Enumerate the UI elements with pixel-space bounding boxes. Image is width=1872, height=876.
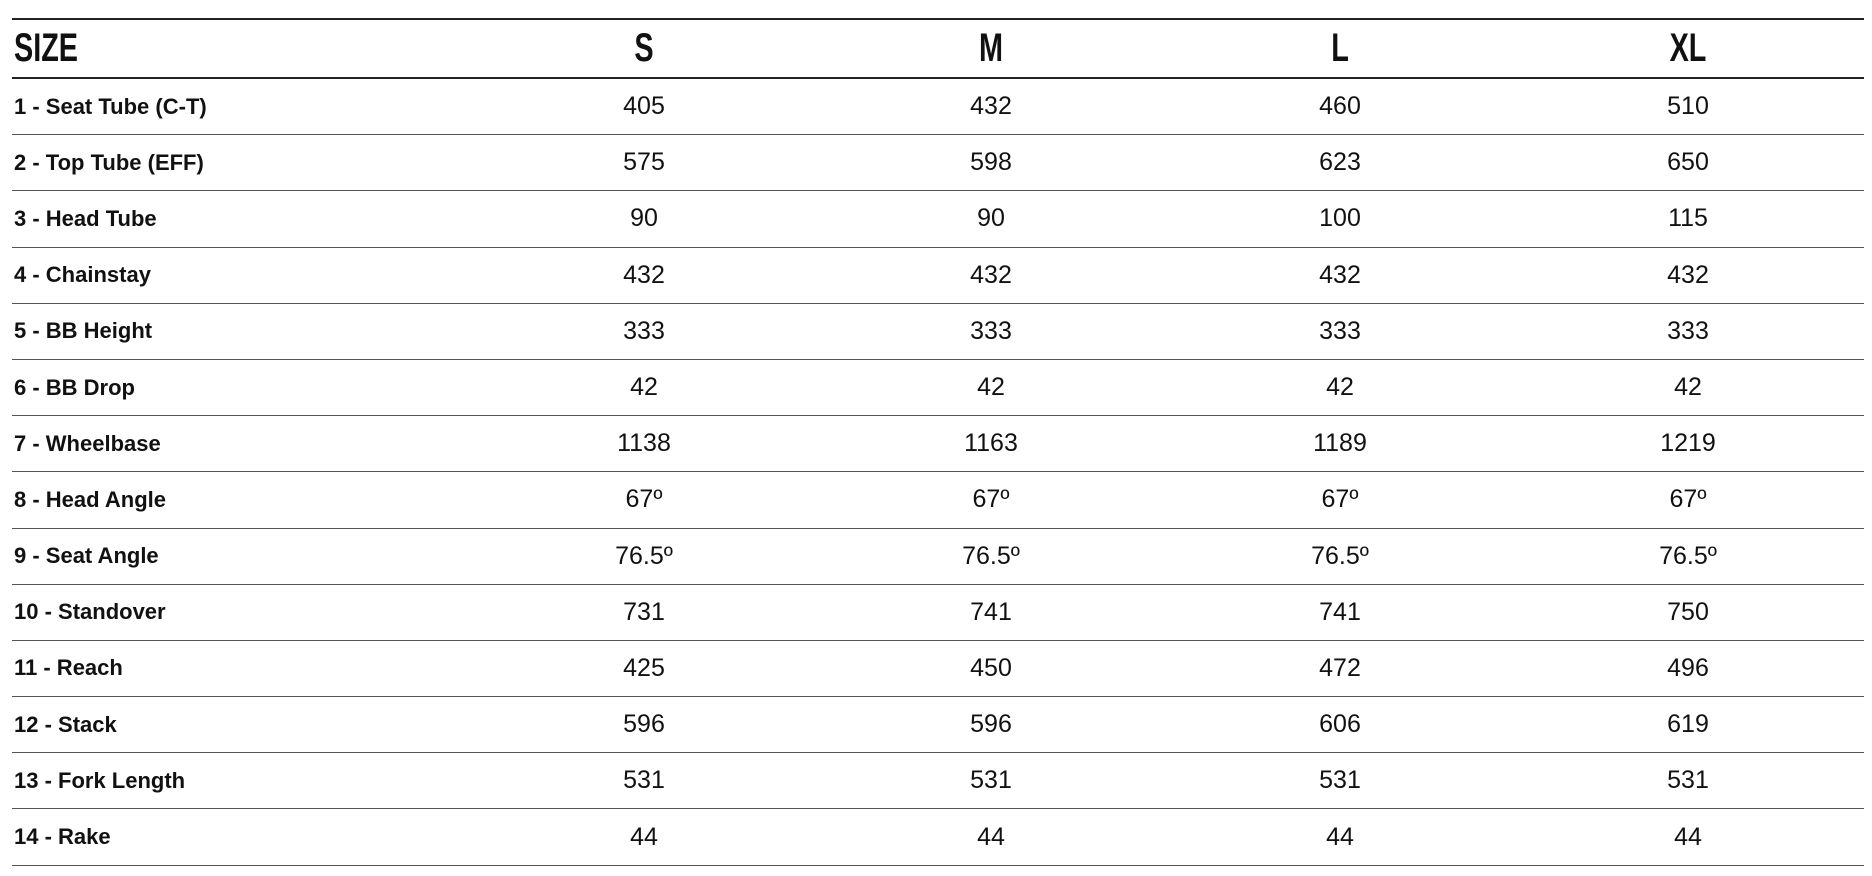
value-cell: 67º: [972, 485, 1010, 514]
value-cell: 90: [977, 204, 1005, 233]
value-cell: 460: [1319, 92, 1361, 121]
value-cell: 432: [1319, 260, 1361, 289]
size-header: L: [1331, 26, 1349, 70]
value-cell: 76.5º: [1311, 541, 1369, 570]
value-cell: 531: [623, 766, 665, 795]
value-cell: 44: [1326, 822, 1354, 851]
value-cell: 67º: [1321, 485, 1359, 514]
header-row: SIZE S M L XL: [12, 18, 1864, 79]
value-cell: 333: [623, 316, 665, 345]
table-row: 7 - Wheelbase 1138 1163 1189 1219: [12, 416, 1864, 473]
value-cell: 741: [970, 597, 1012, 626]
value-cell: 76.5º: [615, 541, 673, 570]
value-cell: 750: [1667, 597, 1709, 626]
value-cell: 100: [1319, 204, 1361, 233]
row-label: 11 - Reach: [14, 655, 123, 681]
value-cell: 425: [623, 653, 665, 682]
value-cell: 575: [623, 148, 665, 177]
row-label: 3 - Head Tube: [14, 205, 157, 231]
value-cell: 531: [970, 766, 1012, 795]
value-cell: 450: [970, 653, 1012, 682]
value-cell: 333: [970, 316, 1012, 345]
table-row: 5 - BB Height 333 333 333 333: [12, 304, 1864, 360]
table-row: 3 - Head Tube 90 90 100 115: [12, 191, 1864, 248]
value-cell: 1138: [617, 429, 671, 458]
value-cell: 67º: [625, 485, 663, 514]
value-cell: 731: [623, 597, 665, 626]
header-label: SIZE: [14, 26, 79, 70]
row-label: 7 - Wheelbase: [14, 430, 161, 456]
value-cell: 619: [1667, 710, 1709, 739]
value-cell: 596: [623, 710, 665, 739]
row-label: 2 - Top Tube (EFF): [14, 149, 204, 175]
geometry-table: SIZE S M L XL 1 - Seat Tube (C-T) 405 432 460 510…: [12, 18, 1864, 866]
value-cell: 596: [970, 710, 1012, 739]
value-cell: 432: [623, 260, 665, 289]
value-cell: 1219: [1660, 429, 1716, 458]
table-row: 13 - Fork Length 531 531 531 531: [12, 753, 1864, 810]
table-row: 6 - BB Drop 42 42 42 42: [12, 360, 1864, 417]
value-cell: 42: [1326, 373, 1354, 402]
row-label: 14 - Rake: [14, 824, 111, 850]
value-cell: 623: [1319, 148, 1361, 177]
value-cell: 76.5º: [1659, 541, 1717, 570]
table-row: 11 - Reach 425 450 472 496: [12, 641, 1864, 698]
size-header: S: [634, 26, 654, 70]
value-cell: 333: [1319, 316, 1361, 345]
size-header: M: [978, 26, 1003, 70]
value-cell: 115: [1668, 204, 1708, 233]
row-label: 1 - Seat Tube (C-T): [14, 93, 207, 119]
table-row: 12 - Stack 596 596 606 619: [12, 697, 1864, 754]
table-row: 8 - Head Angle 67º 67º 67º 67º: [12, 472, 1864, 529]
row-label: 10 - Standover: [14, 599, 166, 625]
value-cell: 42: [1674, 373, 1702, 402]
value-cell: 432: [970, 260, 1012, 289]
table-row: 9 - Seat Angle 76.5º 76.5º 76.5º 76.5º: [12, 529, 1864, 585]
value-cell: 510: [1667, 92, 1709, 121]
value-cell: 44: [977, 822, 1005, 851]
table-row: 2 - Top Tube (EFF) 575 598 623 650: [12, 135, 1864, 192]
value-cell: 333: [1667, 316, 1709, 345]
row-label: 6 - BB Drop: [14, 374, 135, 400]
value-cell: 42: [630, 373, 658, 402]
value-cell: 1189: [1313, 429, 1367, 458]
value-cell: 432: [1667, 260, 1709, 289]
value-cell: 531: [1667, 766, 1709, 795]
value-cell: 598: [970, 148, 1012, 177]
row-label: 4 - Chainstay: [14, 262, 151, 288]
row-label: 12 - Stack: [14, 711, 117, 737]
value-cell: 432: [970, 92, 1012, 121]
table-row: 14 - Rake 44 44 44 44: [12, 809, 1864, 866]
table-row: 1 - Seat Tube (C-T) 405 432 460 510: [12, 79, 1864, 136]
table-row: 10 - Standover 731 741 741 750: [12, 585, 1864, 641]
row-label: 13 - Fork Length: [14, 767, 186, 793]
value-cell: 650: [1667, 148, 1709, 177]
value-cell: 44: [1674, 822, 1702, 851]
value-cell: 44: [630, 822, 658, 851]
row-label: 5 - BB Height: [14, 318, 153, 344]
value-cell: 1163: [964, 429, 1018, 458]
value-cell: 741: [1319, 597, 1361, 626]
value-cell: 42: [977, 373, 1005, 402]
value-cell: 67º: [1669, 485, 1707, 514]
value-cell: 76.5º: [962, 541, 1020, 570]
value-cell: 496: [1667, 653, 1709, 682]
value-cell: 531: [1319, 766, 1361, 795]
table-row: 4 - Chainstay 432 432 432 432: [12, 248, 1864, 304]
row-label: 8 - Head Angle: [14, 486, 166, 512]
value-cell: 472: [1319, 653, 1361, 682]
value-cell: 606: [1319, 710, 1361, 739]
size-header: XL: [1669, 26, 1707, 70]
value-cell: 405: [623, 92, 665, 121]
row-label: 9 - Seat Angle: [14, 543, 159, 569]
value-cell: 90: [630, 204, 658, 233]
